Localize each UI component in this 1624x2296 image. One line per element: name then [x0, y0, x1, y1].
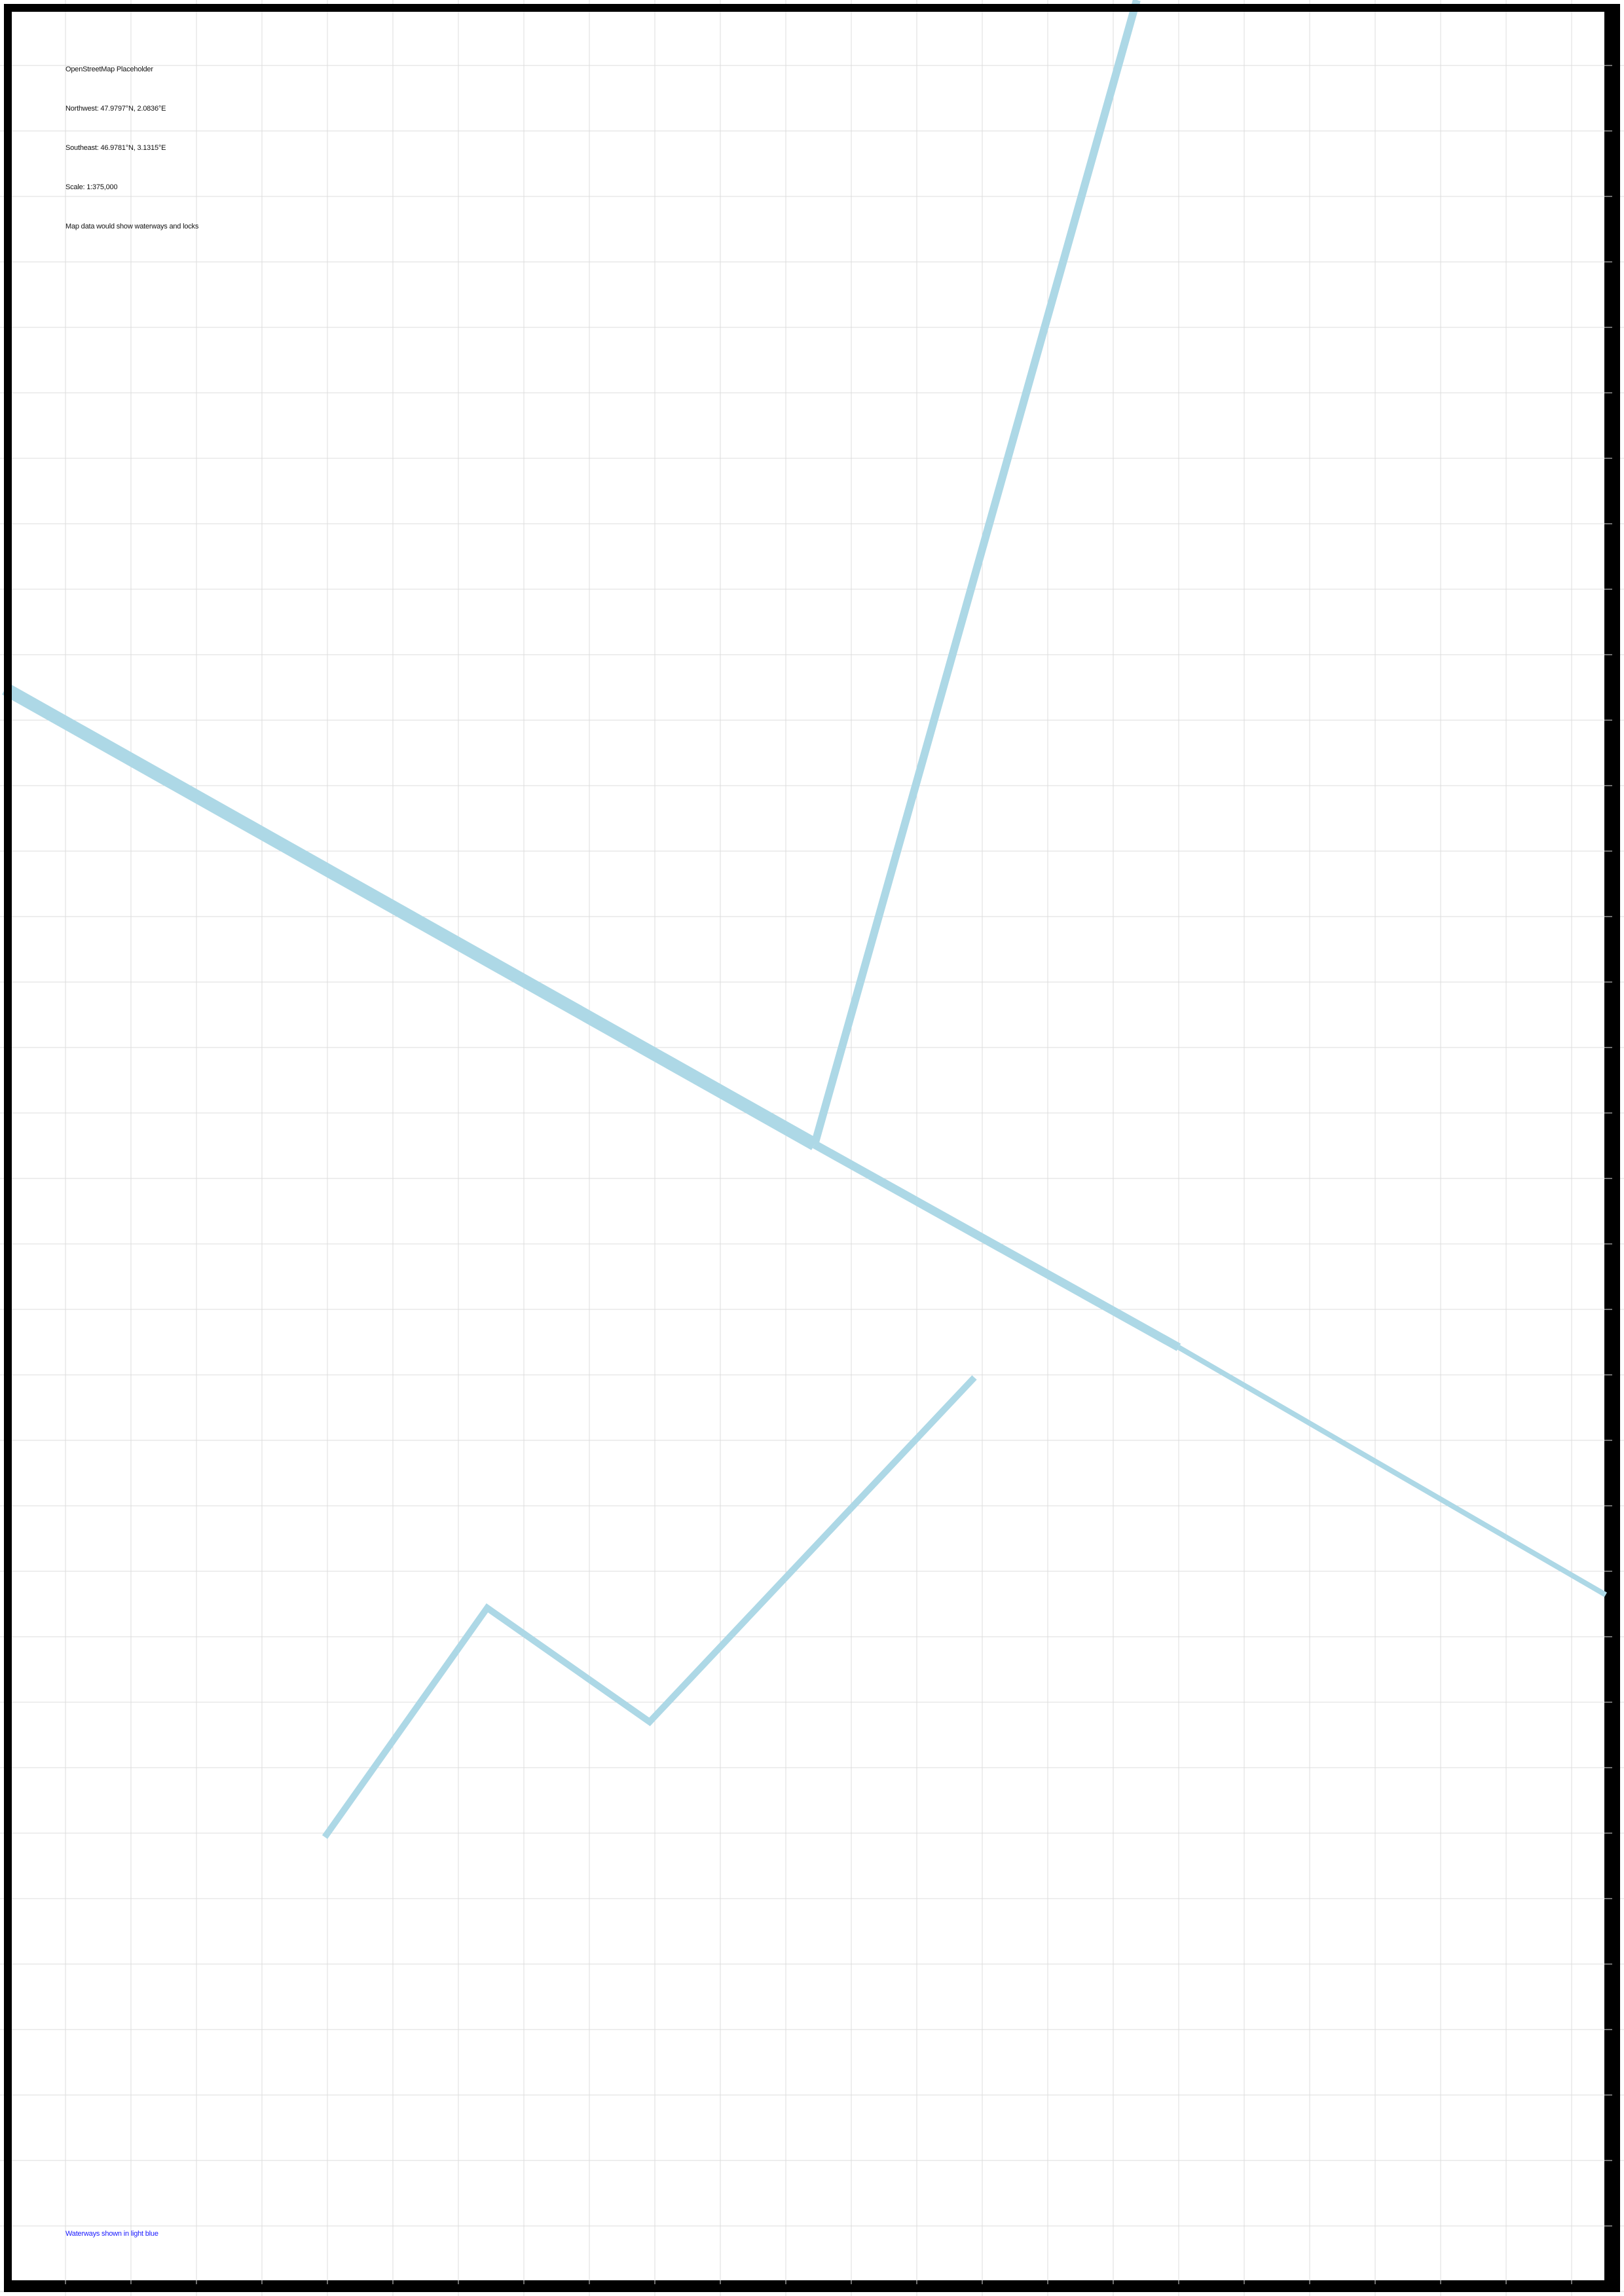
- waterway-main-river-upper: [2, 683, 818, 1150]
- southeast-coordinates: Southeast: 46.9781°N, 3.1315°E: [65, 144, 166, 152]
- map-data-note: Map data would show waterways and locks: [65, 223, 199, 230]
- waterway-main-river-middle: [812, 1140, 1181, 1351]
- northwest-coordinates: Northwest: 47.9797°N, 2.0836°E: [65, 105, 166, 113]
- map-scale: Scale: 1:375,000: [65, 183, 118, 191]
- map-border: [4, 4, 1620, 2292]
- waterway-canal: [322, 1375, 977, 1839]
- waterway-main-river-lower: [1177, 1345, 1608, 1597]
- waterway-legend: Waterways shown in light blue: [65, 2230, 158, 2238]
- map-title: OpenStreetMap Placeholder: [65, 65, 153, 73]
- waterway-tributary: [811, 0, 1141, 1146]
